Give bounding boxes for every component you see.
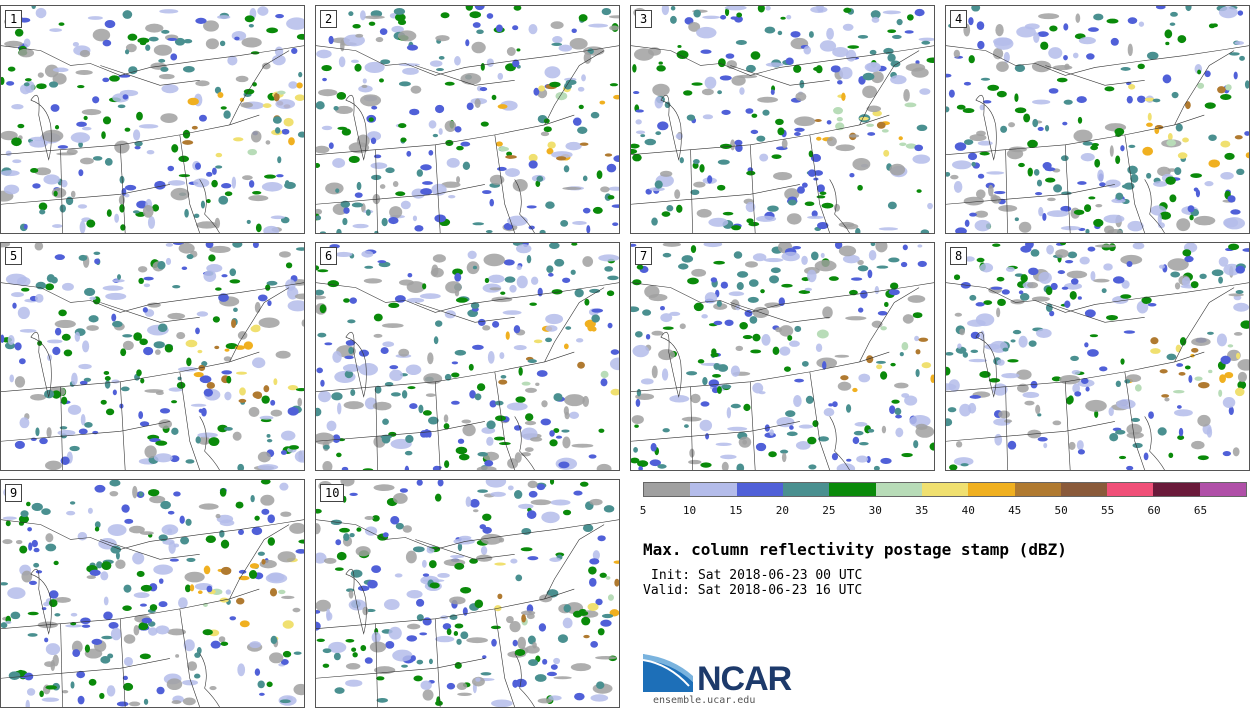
map-boundaries — [1, 45, 304, 233]
map-boundaries — [946, 45, 1249, 233]
colorbar-segment — [1060, 483, 1108, 496]
map-boundaries — [946, 282, 1249, 470]
colorbar-segment — [1199, 483, 1247, 496]
colorbar-segment — [736, 483, 783, 496]
reflectivity-map — [316, 243, 619, 470]
member-number-label: 10 — [320, 484, 345, 502]
member-map-panel: 5 — [0, 242, 305, 471]
colorbar-tick: 35 — [915, 504, 929, 517]
map-boundaries — [1, 519, 304, 707]
reflectivity-map — [631, 243, 934, 470]
map-boundaries — [316, 45, 619, 233]
colorbar-segment — [1153, 483, 1200, 496]
member-number-label: 3 — [635, 10, 653, 28]
member-number-label: 5 — [5, 247, 23, 265]
colorbar-segment — [1107, 483, 1154, 496]
map-boundaries — [316, 282, 619, 470]
colorbar-tick: 55 — [1100, 504, 1115, 517]
member-number-label: 1 — [5, 10, 23, 28]
colorbar-tick: 60 — [1147, 504, 1161, 517]
map-boundaries — [631, 45, 934, 233]
reflectivity-map — [316, 480, 619, 707]
member-map-panel: 1 — [0, 5, 305, 234]
colorbar-segment — [782, 483, 830, 496]
member-number-label: 4 — [950, 10, 968, 28]
ncar-logo-icon — [643, 654, 693, 692]
colorbar-tick: 20 — [775, 504, 789, 517]
reflectivity-field — [1, 243, 304, 470]
reflectivity-map — [631, 6, 934, 233]
forecast-times: Init: Sat 2018-06-23 00 UTC Valid: Sat 20… — [643, 568, 862, 598]
member-number-label: 9 — [5, 484, 23, 502]
member-map-panel: 2 — [315, 5, 620, 234]
member-map-panel: 4 — [945, 5, 1250, 234]
colorbar-tick: 65 — [1193, 504, 1208, 517]
colorbar-tick: 50 — [1054, 504, 1068, 517]
figure-title: Max. column reflectivity postage stamp (… — [643, 540, 1067, 559]
member-number-label: 6 — [320, 247, 338, 265]
map-boundaries — [1, 282, 304, 470]
reflectivity-field — [631, 6, 934, 233]
colorbar-segment — [875, 483, 922, 496]
reflectivity-field — [631, 243, 934, 470]
colorbar-segment — [829, 483, 876, 496]
valid-time: Valid: Sat 2018-06-23 16 UTC — [643, 583, 863, 598]
reflectivity-field — [946, 243, 1249, 470]
member-map-panel: 9 — [0, 479, 305, 708]
member-map-panel: 7 — [630, 242, 935, 471]
reflectivity-map — [946, 6, 1249, 233]
colorbar-tick: 40 — [961, 504, 975, 517]
reflectivity-field — [316, 243, 619, 470]
reflectivity-map — [1, 480, 304, 707]
member-map-panel: 10 — [315, 479, 620, 708]
map-boundaries — [631, 282, 934, 470]
reflectivity-field — [1, 6, 304, 233]
ncar-logo-text: NCAR — [697, 660, 792, 698]
colorbar-segment — [1014, 483, 1061, 496]
colorbar-tick: 15 — [729, 504, 743, 517]
member-number-label: 2 — [320, 10, 338, 28]
reflectivity-field — [946, 6, 1249, 233]
colorbar-tick: 5 — [639, 504, 647, 517]
colorbar-tick: 25 — [822, 504, 836, 517]
reflectivity-field — [1, 480, 304, 707]
colorbar-tick-labels: 5 10 15 20 25 30 35 40 45 50 55 60 65 — [639, 504, 1247, 518]
reflectivity-map — [946, 243, 1249, 470]
reflectivity-colorbar — [643, 482, 1247, 497]
colorbar-segment — [921, 483, 969, 496]
colorbar-segment — [968, 483, 1015, 496]
colorbar-segment — [690, 483, 737, 496]
colorbar-tick: 10 — [682, 504, 697, 517]
map-boundaries — [316, 519, 619, 707]
reflectivity-map — [316, 6, 619, 233]
reflectivity-map — [1, 243, 304, 470]
member-number-label: 7 — [635, 247, 653, 265]
reflectivity-field — [316, 480, 619, 707]
colorbar-segment — [644, 483, 691, 496]
init-time: Init: Sat 2018-06-23 00 UTC — [651, 568, 863, 583]
colorbar-tick: 30 — [868, 504, 882, 517]
member-map-panel: 8 — [945, 242, 1250, 471]
ncar-url: ensemble.ucar.edu — [653, 695, 756, 706]
member-number-label: 8 — [950, 247, 968, 265]
member-map-panel: 6 — [315, 242, 620, 471]
reflectivity-map — [1, 6, 304, 233]
colorbar-tick: 45 — [1008, 504, 1022, 517]
reflectivity-field — [316, 6, 619, 233]
member-map-panel: 3 — [630, 5, 935, 234]
